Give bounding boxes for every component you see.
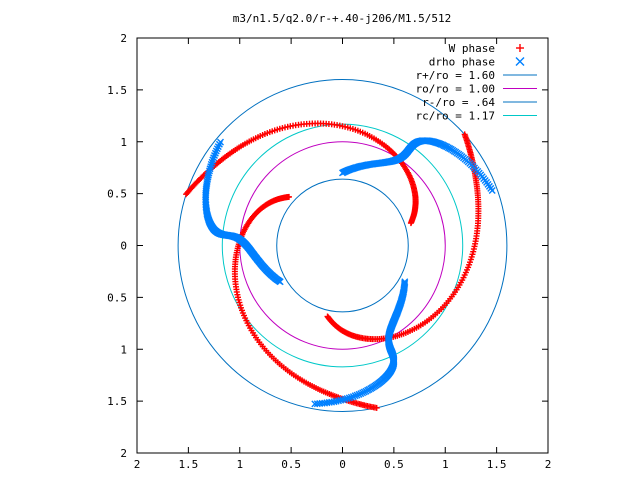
marker-stroke [339, 396, 347, 404]
ref-circle [177, 79, 508, 412]
x-tick-label: 1.5 [178, 458, 198, 471]
data-point [208, 158, 216, 166]
data-point [351, 392, 359, 400]
marker-stroke [318, 399, 326, 407]
data-point [343, 395, 351, 402]
marker-stroke [311, 400, 319, 408]
marker-stroke [208, 158, 216, 166]
x-tick-label: 1.5 [487, 458, 507, 471]
marker-stroke [204, 171, 212, 179]
legend-marker [515, 57, 525, 66]
data-point [401, 280, 409, 288]
x-tick-label: 1 [236, 458, 243, 471]
data-point [210, 154, 218, 162]
y-tick-label: 1.5 [107, 395, 127, 408]
data-point [349, 393, 357, 401]
marker-stroke [207, 163, 215, 171]
marker-stroke [355, 390, 363, 398]
legend-label: r+/ro = 1.60 [416, 69, 495, 82]
marker-stroke [339, 169, 346, 177]
axis-ticks: 2 1.5 1 0.5 0 0.5 1 1.5 221.510.500.511.52 [107, 32, 551, 471]
legend-label: W phase [449, 42, 495, 55]
marker-stroke [330, 398, 338, 406]
marker-stroke [323, 399, 331, 407]
marker-stroke [401, 279, 409, 287]
data-point [209, 156, 217, 164]
marker-stroke [276, 278, 284, 286]
y-tick-label: 1 [120, 343, 127, 356]
y-tick-label: 2 [120, 32, 127, 45]
marker-stroke [347, 393, 355, 401]
marker-stroke [351, 392, 359, 400]
x-tick-label: 2 [134, 458, 141, 471]
ref-circle [276, 178, 409, 313]
data-point [237, 302, 244, 309]
marker-stroke [206, 165, 214, 173]
marker-stroke [335, 397, 342, 405]
legend-label: r-/ro = .64 [422, 96, 495, 109]
data-point [339, 169, 346, 177]
marker-stroke [357, 390, 365, 398]
marker-stroke [210, 154, 218, 162]
data-point [324, 313, 331, 320]
marker-stroke [321, 399, 329, 407]
marker-stroke [345, 394, 353, 402]
marker-stroke [353, 391, 361, 399]
marker-stroke [401, 278, 409, 286]
marker-stroke [341, 395, 349, 403]
data-point [407, 220, 414, 227]
marker-stroke [205, 169, 213, 177]
data-point [401, 279, 409, 287]
marker-stroke [332, 397, 340, 405]
marker-stroke [343, 395, 351, 402]
marker-stroke [313, 400, 321, 408]
legend-label: ro/ro = 1.00 [416, 83, 495, 96]
y-tick-label: 0 [120, 240, 127, 253]
data-point [357, 390, 365, 398]
chart-title: m3/n1.5/q2.0/r-+.40-j206/M1.5/512 [233, 12, 452, 25]
marker-stroke [209, 156, 217, 164]
data-point [276, 278, 284, 286]
data-point [467, 256, 474, 263]
data-point [286, 193, 292, 200]
phase-markers [183, 120, 496, 411]
marker-stroke [206, 167, 213, 175]
y-tick-label: 1 [120, 136, 127, 149]
marker-stroke [316, 400, 324, 407]
data-point [353, 391, 361, 399]
marker-stroke [401, 280, 409, 288]
marker-stroke [207, 160, 215, 168]
y-tick-label: 2 [120, 447, 127, 460]
y-tick-label: 0.5 [107, 291, 127, 304]
legend-label: rc/ro = 1.17 [416, 110, 495, 123]
marker-stroke [325, 398, 333, 406]
marker-stroke [203, 210, 211, 218]
x-tick-label: 1 [442, 458, 449, 471]
marker-stroke [349, 393, 357, 401]
data-point [355, 390, 363, 398]
marker-stroke [328, 398, 336, 406]
data-point [341, 395, 349, 403]
marker-stroke [337, 396, 345, 404]
legend-label: drho phase [429, 56, 495, 69]
marker-stroke [204, 173, 212, 181]
x-tick-label: 0 [339, 458, 346, 471]
data-point [401, 278, 409, 286]
x-tick-label: 2 [545, 458, 552, 471]
y-tick-label: 0.5 [107, 188, 127, 201]
data-point [345, 394, 353, 402]
x-tick-label: 0.5 [384, 458, 404, 471]
y-tick-label: 1.5 [107, 84, 127, 97]
reference-circles [177, 79, 508, 412]
x-tick-label: 0.5 [281, 458, 301, 471]
marker-stroke [203, 208, 211, 216]
data-point [347, 393, 355, 401]
